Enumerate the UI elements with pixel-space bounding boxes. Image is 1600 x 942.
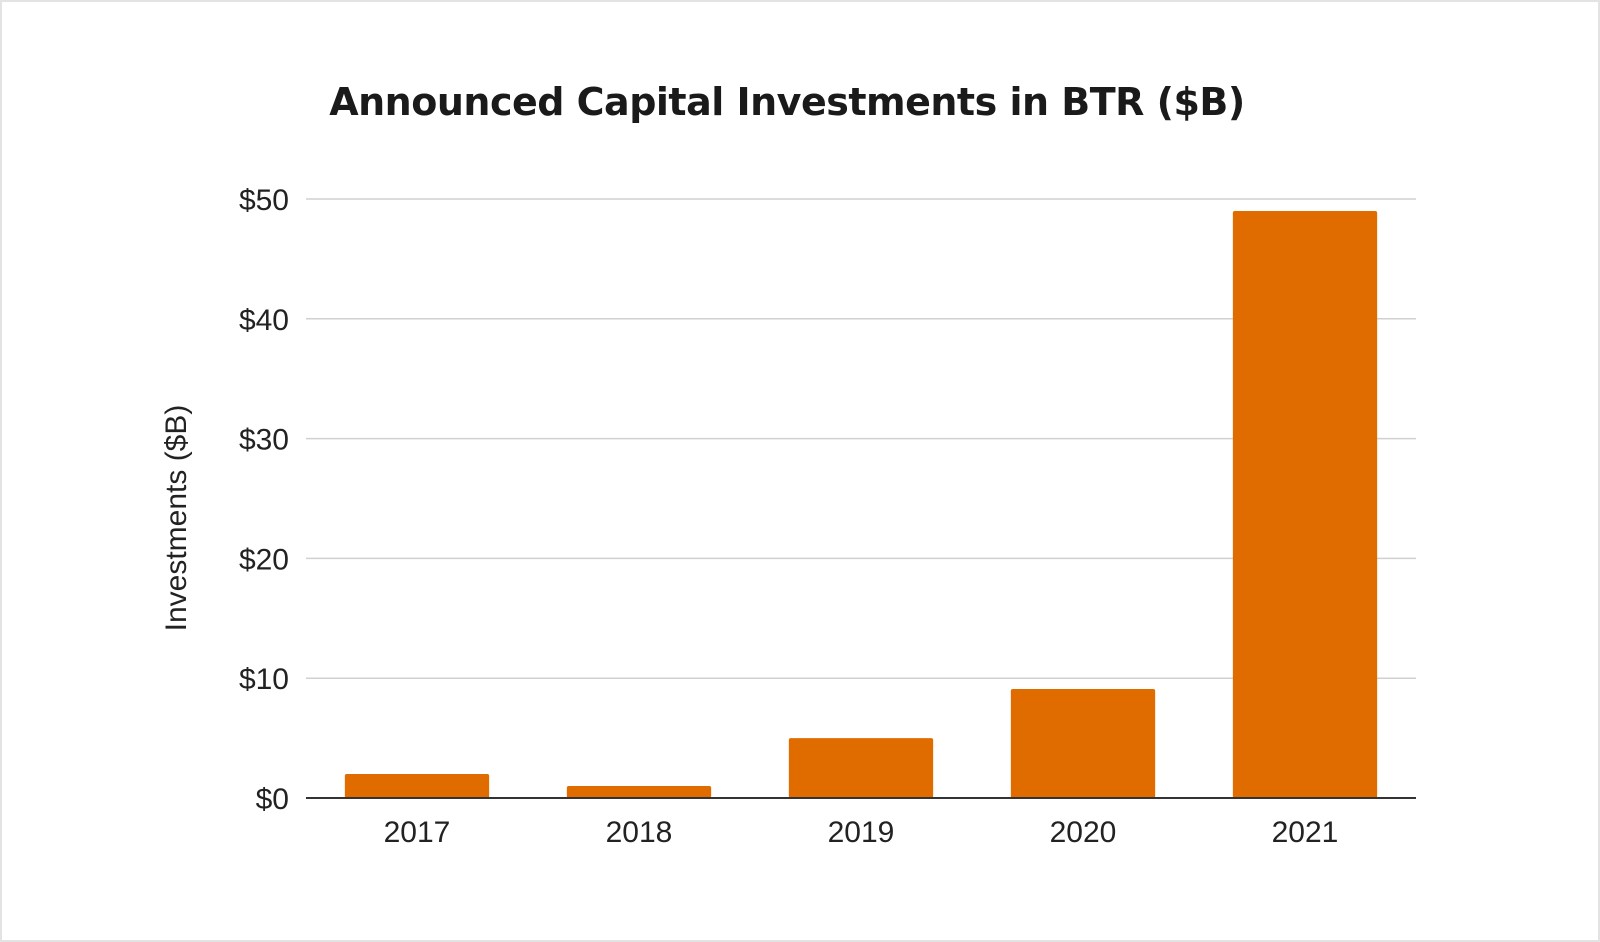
x-tick-label: 2017 (384, 816, 451, 849)
y-tick-label: $0 (256, 783, 289, 816)
y-tick-label: $10 (239, 663, 289, 696)
x-tick-label: 2020 (1050, 816, 1117, 849)
bar-2019[interactable] (788, 738, 934, 798)
y-tick-label: $40 (239, 304, 289, 337)
chart-title: Announced Capital Investments in BTR ($B… (329, 80, 1245, 124)
x-tick-label: 2019 (828, 816, 895, 849)
y-axis-label: Investments ($B) (160, 405, 193, 632)
y-tick-label: $50 (239, 184, 289, 217)
y-tick-label: $20 (239, 543, 289, 576)
x-tick-label: 2018 (606, 816, 673, 849)
y-tick-label: $30 (239, 424, 289, 457)
x-tick-label: 2021 (1272, 816, 1339, 849)
bar-2018[interactable] (566, 786, 712, 798)
bar-2021[interactable] (1232, 210, 1378, 799)
bar-2017[interactable] (344, 774, 490, 798)
bar-2020[interactable] (1010, 688, 1156, 798)
